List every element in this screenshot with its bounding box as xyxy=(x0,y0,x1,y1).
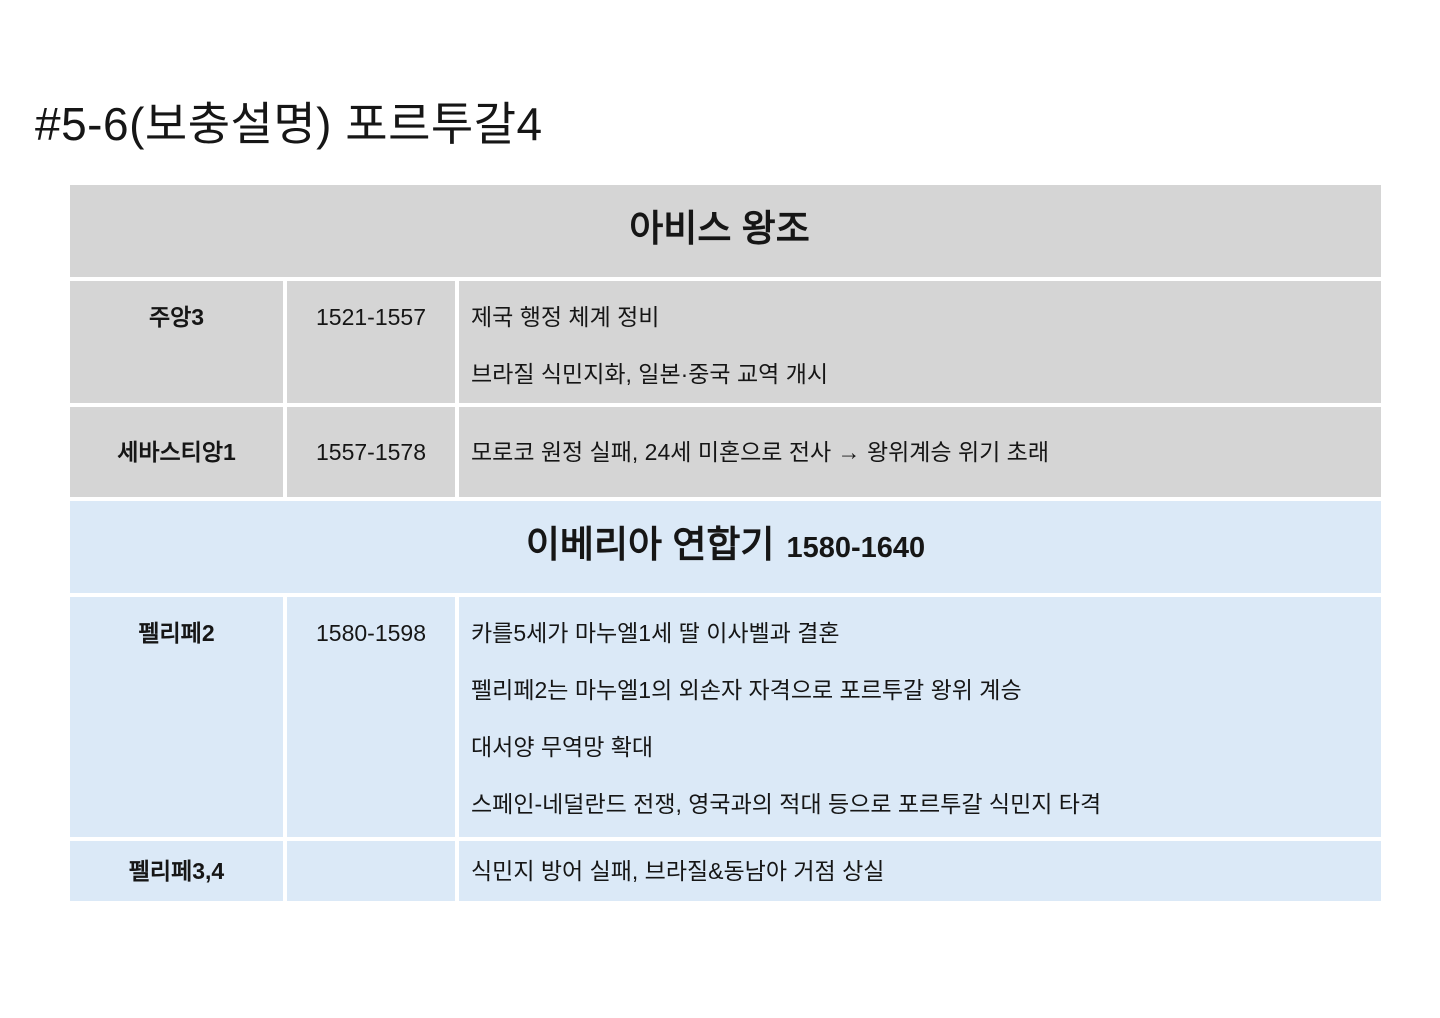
history-table: 아비스 왕조 주앙3 1521-1557 제국 행정 체계 정비 브라질 식민지… xyxy=(66,181,1385,905)
ruler-period: 1557-1578 xyxy=(287,407,455,497)
ruler-name: 주앙3 xyxy=(70,281,283,403)
section-period: 1580-1640 xyxy=(786,532,926,564)
description-line: 식민지 방어 실패, 브라질&동남아 거점 상실 xyxy=(471,857,885,884)
description-line: 스페인-네덜란드 전쟁, 영국과의 적대 등으로 포르투갈 식민지 타격 xyxy=(471,791,1102,817)
ruler-description: 식민지 방어 실패, 브라질&동남아 거점 상실 xyxy=(459,841,1382,901)
description-line: 제국 행정 체계 정비 xyxy=(471,304,660,330)
ruler-period xyxy=(287,841,455,901)
page-title: #5-6(보충설명) 포르투갈4 xyxy=(35,98,543,150)
table-row: 펠리페2 1580-1598 카를5세가 마누엘1세 딸 이사벨과 결혼 펠리페… xyxy=(70,597,1382,837)
section-header-row-iberian-union: 이베리아 연합기 1580-1640 xyxy=(70,501,1382,593)
table-row: 펠리페3,4 식민지 방어 실패, 브라질&동남아 거점 상실 xyxy=(70,841,1382,901)
ruler-period: 1580-1598 xyxy=(287,597,455,837)
description-line: 펠리페2는 마누엘1의 외손자 자격으로 포르투갈 왕위 계승 xyxy=(471,677,1022,703)
ruler-description: 모로코 원정 실패, 24세 미혼으로 전사 → 왕위계승 위기 초래 xyxy=(459,407,1382,497)
table-row: 세바스티앙1 1557-1578 모로코 원정 실패, 24세 미혼으로 전사 … xyxy=(70,407,1382,497)
description-line: 모로코 원정 실패, 24세 미혼으로 전사 → 왕위계승 위기 초래 xyxy=(471,438,1050,465)
section-header-row-aviz: 아비스 왕조 xyxy=(70,185,1382,277)
table-row: 주앙3 1521-1557 제국 행정 체계 정비 브라질 식민지화, 일본·중… xyxy=(70,281,1382,403)
ruler-name: 펠리페3,4 xyxy=(70,841,283,901)
section-title: 아비스 왕조 xyxy=(629,208,810,249)
description-line: 대서양 무역망 확대 xyxy=(471,734,654,760)
ruler-description: 제국 행정 체계 정비 브라질 식민지화, 일본·중국 교역 개시 xyxy=(459,281,1382,403)
ruler-name: 펠리페2 xyxy=(70,597,283,837)
ruler-name: 세바스티앙1 xyxy=(70,407,283,497)
description-line: 카를5세가 마누엘1세 딸 이사벨과 결혼 xyxy=(471,620,840,646)
ruler-period: 1521-1557 xyxy=(287,281,455,403)
description-line: 브라질 식민지화, 일본·중국 교역 개시 xyxy=(471,361,829,387)
section-header-iberian-union: 이베리아 연합기 1580-1640 xyxy=(70,501,1382,593)
ruler-description: 카를5세가 마누엘1세 딸 이사벨과 결혼 펠리페2는 마누엘1의 외손자 자격… xyxy=(459,597,1382,837)
section-header-aviz: 아비스 왕조 xyxy=(70,185,1382,277)
section-title: 이베리아 연합기 xyxy=(525,524,775,565)
